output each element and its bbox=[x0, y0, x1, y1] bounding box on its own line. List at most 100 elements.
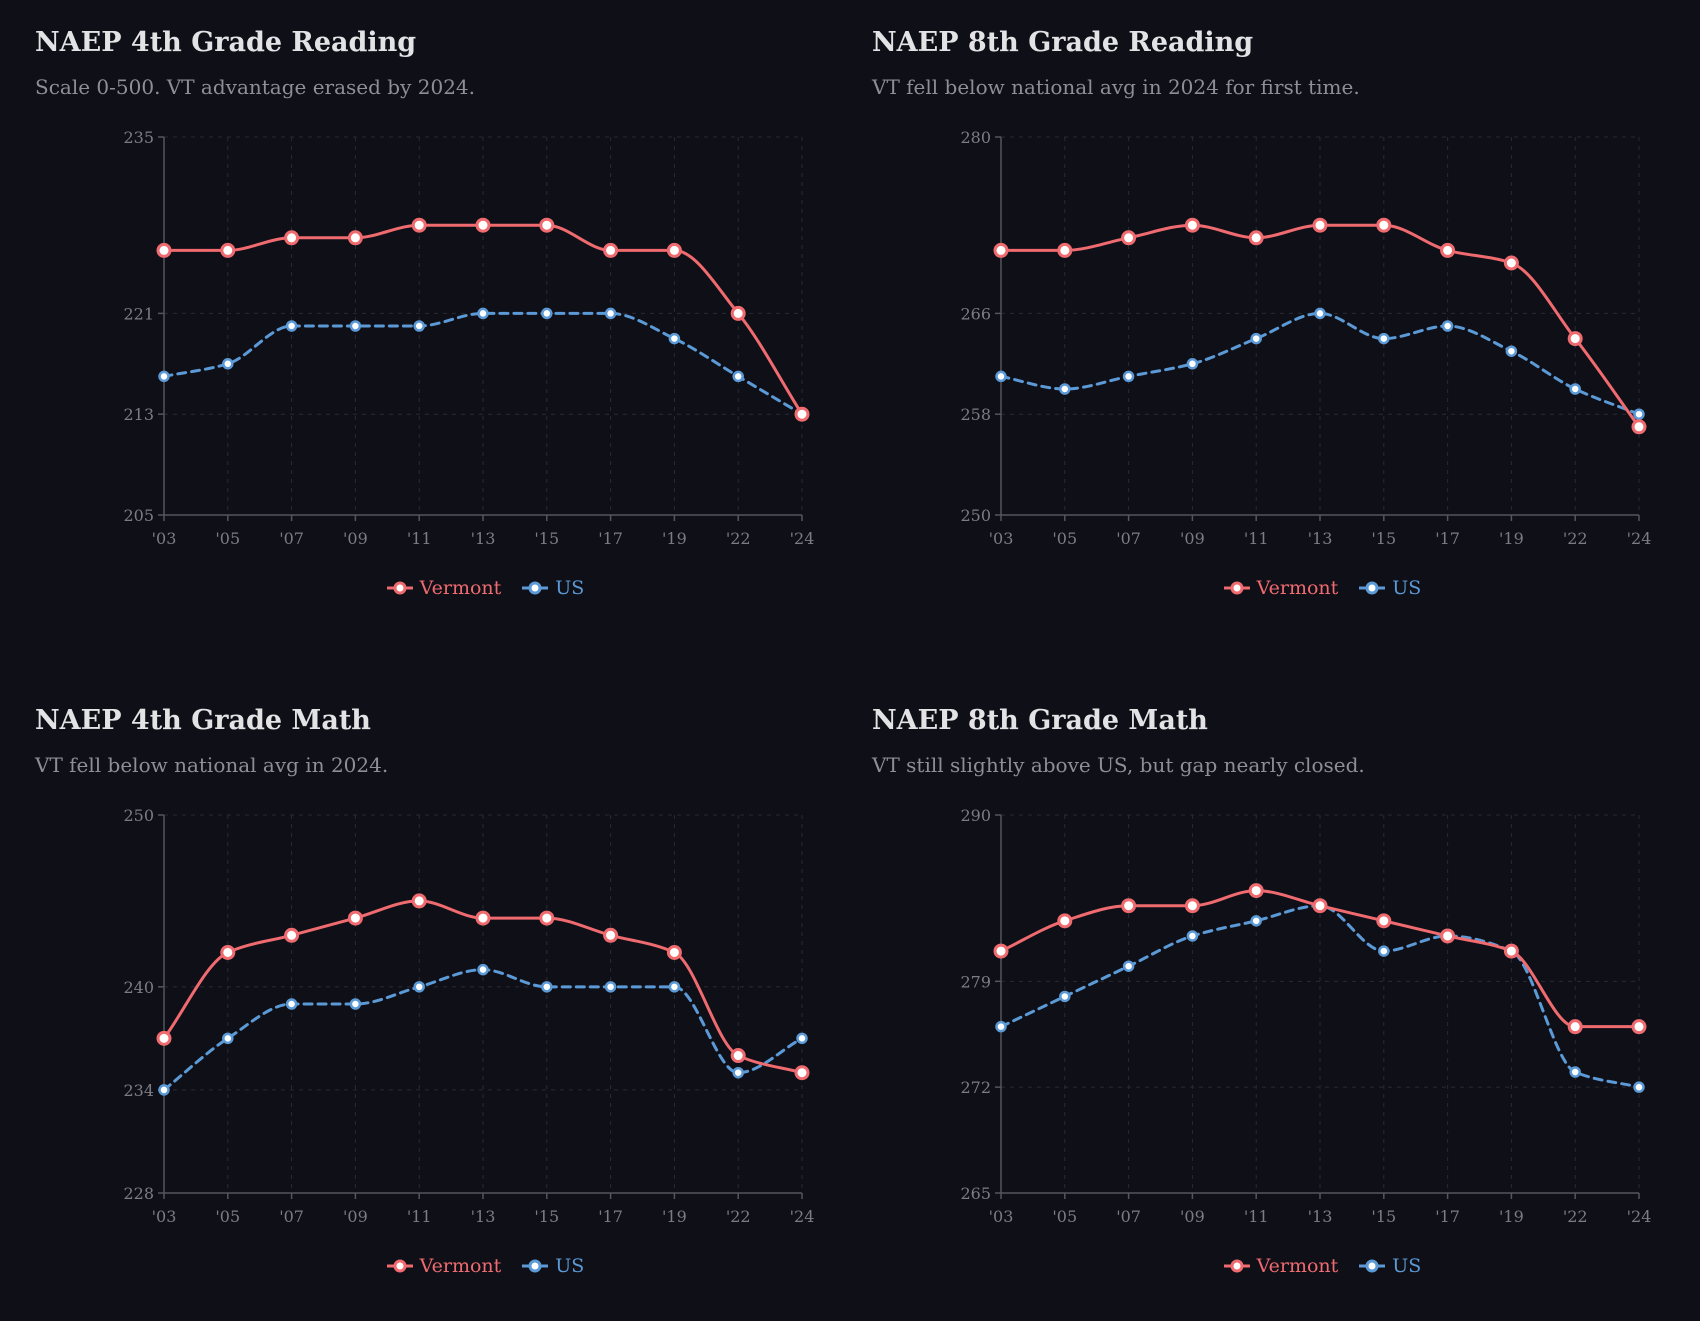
data-point-vermont[interactable] bbox=[730, 305, 746, 321]
data-point-us[interactable] bbox=[1186, 930, 1199, 942]
data-point-us[interactable] bbox=[1378, 945, 1390, 957]
data-point-us[interactable] bbox=[1059, 383, 1071, 395]
data-point-us[interactable] bbox=[541, 307, 553, 320]
data-point-vermont[interactable] bbox=[993, 943, 1009, 959]
line-chart-svg: 205 213 221 235 '03 '05 '07 '09 '11 '13 '15 '17 '19 '… bbox=[123, 128, 814, 548]
data-point-vermont[interactable] bbox=[1312, 898, 1328, 914]
data-point-vermont[interactable] bbox=[1440, 928, 1456, 944]
data-point-us[interactable] bbox=[413, 320, 425, 332]
data-point-us[interactable] bbox=[477, 963, 489, 976]
legend-label-us: US bbox=[1392, 577, 1422, 599]
data-point-vermont[interactable] bbox=[284, 927, 300, 943]
data-point-vermont[interactable] bbox=[539, 910, 555, 926]
data-point-vermont[interactable] bbox=[1184, 217, 1200, 233]
data-point-us[interactable] bbox=[995, 1020, 1007, 1033]
data-point-vermont[interactable] bbox=[347, 230, 363, 246]
series-line-vermont bbox=[999, 223, 1641, 429]
legend-item-us[interactable]: US bbox=[521, 577, 584, 599]
data-point-vermont[interactable] bbox=[220, 242, 236, 258]
data-point-vermont[interactable] bbox=[730, 1048, 746, 1064]
data-point-vermont[interactable] bbox=[475, 217, 491, 233]
data-point-us[interactable] bbox=[477, 307, 489, 320]
legend-item-us[interactable]: US bbox=[1358, 1255, 1421, 1277]
data-point-us[interactable] bbox=[732, 1066, 744, 1079]
data-point-us[interactable] bbox=[604, 307, 617, 320]
data-point-us[interactable] bbox=[1633, 1081, 1645, 1093]
data-point-vermont[interactable] bbox=[539, 217, 555, 233]
data-point-vermont[interactable] bbox=[1121, 898, 1137, 914]
data-point-us[interactable] bbox=[158, 1084, 170, 1096]
data-point-us[interactable] bbox=[1186, 358, 1199, 370]
data-point-vermont[interactable] bbox=[1121, 230, 1137, 246]
data-point-us[interactable] bbox=[1378, 332, 1390, 345]
data-point-us[interactable] bbox=[413, 981, 425, 993]
data-point-vermont[interactable] bbox=[1440, 242, 1456, 258]
data-point-us[interactable] bbox=[285, 320, 298, 332]
legend-item-vermont[interactable]: Vermont bbox=[1223, 577, 1338, 599]
data-point-vermont[interactable] bbox=[794, 406, 810, 422]
data-point-vermont[interactable] bbox=[156, 1030, 172, 1046]
data-point-vermont[interactable] bbox=[1631, 1019, 1647, 1035]
data-point-us[interactable] bbox=[222, 358, 234, 370]
data-point-vermont[interactable] bbox=[1312, 217, 1328, 233]
data-point-us[interactable] bbox=[1569, 383, 1581, 395]
data-point-vermont[interactable] bbox=[603, 242, 619, 258]
data-point-vermont[interactable] bbox=[411, 893, 427, 909]
y-tick-label: 235 bbox=[123, 128, 154, 147]
data-point-us[interactable] bbox=[1250, 915, 1262, 927]
data-point-vermont[interactable] bbox=[1631, 419, 1647, 435]
legend-item-vermont[interactable]: Vermont bbox=[1223, 1255, 1338, 1277]
data-point-vermont[interactable] bbox=[347, 910, 363, 926]
data-point-vermont[interactable] bbox=[1376, 217, 1392, 233]
legend-item-vermont[interactable]: Vermont bbox=[386, 1255, 501, 1277]
data-point-us[interactable] bbox=[222, 1032, 234, 1045]
data-point-vermont[interactable] bbox=[666, 242, 682, 258]
data-point-vermont[interactable] bbox=[1567, 1019, 1583, 1035]
line-chart-svg: 228 234 240 250 '03 '05 '07 '09 '11 '13 '15 '17 '19 '… bbox=[123, 806, 814, 1226]
data-point-vermont[interactable] bbox=[411, 217, 427, 233]
data-point-vermont[interactable] bbox=[220, 944, 236, 960]
data-point-vermont[interactable] bbox=[666, 944, 682, 960]
data-point-us[interactable] bbox=[1505, 345, 1518, 357]
data-point-vermont[interactable] bbox=[1248, 883, 1264, 899]
data-point-us[interactable] bbox=[285, 998, 298, 1010]
data-point-vermont[interactable] bbox=[794, 1065, 810, 1081]
data-point-us[interactable] bbox=[1633, 408, 1645, 420]
data-point-vermont[interactable] bbox=[1057, 913, 1073, 929]
data-point-vermont[interactable] bbox=[1184, 898, 1200, 914]
data-point-us[interactable] bbox=[1250, 332, 1262, 345]
legend-item-us[interactable]: US bbox=[521, 1255, 584, 1277]
data-point-vermont[interactable] bbox=[1248, 230, 1264, 246]
data-point-us[interactable] bbox=[349, 998, 362, 1010]
data-point-us[interactable] bbox=[1122, 370, 1135, 383]
data-point-us[interactable] bbox=[796, 1032, 808, 1045]
data-point-vermont[interactable] bbox=[993, 242, 1009, 258]
data-point-us[interactable] bbox=[349, 320, 362, 332]
legend-item-vermont[interactable]: Vermont bbox=[386, 577, 501, 599]
data-point-vermont[interactable] bbox=[475, 910, 491, 926]
data-point-vermont[interactable] bbox=[1567, 331, 1583, 347]
data-point-vermont[interactable] bbox=[1376, 913, 1392, 929]
data-point-us[interactable] bbox=[732, 370, 744, 383]
data-point-us[interactable] bbox=[1569, 1066, 1581, 1078]
data-point-us[interactable] bbox=[668, 332, 681, 345]
legend-item-us[interactable]: US bbox=[1358, 577, 1421, 599]
data-point-us[interactable] bbox=[604, 981, 617, 993]
data-point-us[interactable] bbox=[158, 370, 170, 383]
data-point-vermont[interactable] bbox=[1503, 943, 1519, 959]
data-point-us[interactable] bbox=[995, 370, 1007, 383]
data-point-us[interactable] bbox=[1059, 990, 1071, 1003]
data-point-us[interactable] bbox=[1441, 320, 1454, 332]
x-tick-label: '22 bbox=[726, 1207, 751, 1226]
data-point-us[interactable] bbox=[668, 981, 681, 993]
data-point-us[interactable] bbox=[1314, 307, 1326, 320]
data-point-vermont[interactable] bbox=[1057, 242, 1073, 258]
data-point-vermont[interactable] bbox=[603, 927, 619, 943]
data-point-us[interactable] bbox=[1122, 960, 1135, 972]
x-tick-label: '17 bbox=[598, 529, 623, 548]
data-point-us[interactable] bbox=[541, 981, 553, 993]
x-tick-label: '19 bbox=[1499, 529, 1524, 548]
data-point-vermont[interactable] bbox=[284, 230, 300, 246]
data-point-vermont[interactable] bbox=[1503, 255, 1519, 271]
data-point-vermont[interactable] bbox=[156, 242, 172, 258]
